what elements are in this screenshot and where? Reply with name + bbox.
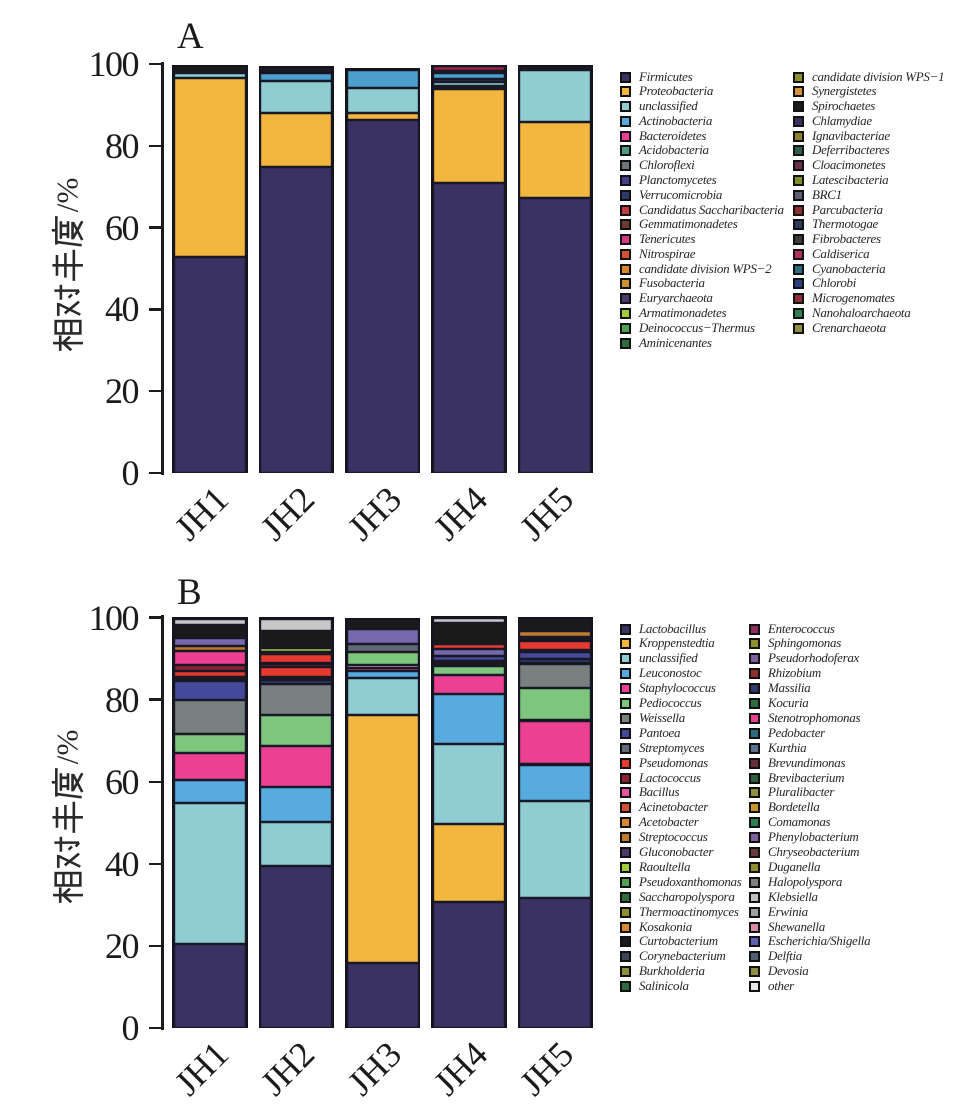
svg-text:/%: /% — [51, 177, 85, 212]
svg-text:/%: /% — [51, 729, 85, 764]
